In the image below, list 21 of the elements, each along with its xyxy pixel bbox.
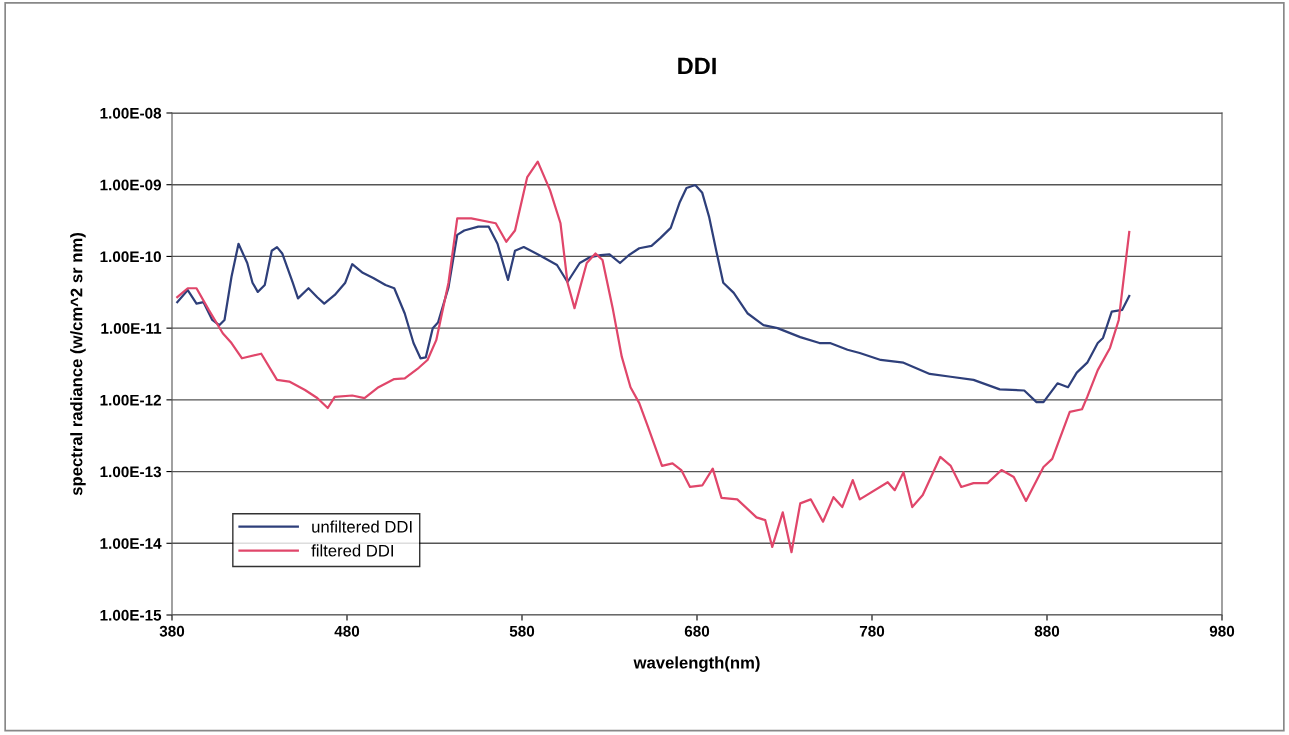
legend-label: unfiltered DDI bbox=[312, 520, 412, 533]
y-tick-label: 1.00E-09 bbox=[100, 179, 162, 191]
y-tick-label: 1.00E-12 bbox=[100, 394, 161, 406]
chart-title: DDI bbox=[678, 57, 716, 75]
y-tick-label: 1.00E-08 bbox=[100, 107, 162, 119]
x-tick-label: 380 bbox=[159, 625, 185, 637]
x-tick-label: 580 bbox=[509, 625, 535, 637]
x-tick-label: 980 bbox=[1209, 625, 1235, 637]
y-tick-label: 1.00E-10 bbox=[100, 251, 161, 263]
line-series bbox=[176, 183, 1131, 404]
x-tick-label: 880 bbox=[1034, 625, 1060, 637]
y-tick-label: 1.00E-15 bbox=[100, 609, 162, 621]
x-tick-label: 680 bbox=[684, 625, 710, 637]
y-tick-label: 1.00E-13 bbox=[100, 466, 162, 478]
x-axis-title: wavelength(nm) bbox=[633, 656, 760, 672]
y-tick-label: 1.00E-11 bbox=[101, 323, 162, 334]
legend-label: filtered DDI bbox=[311, 544, 393, 557]
y-tick-label: 1.00E-14 bbox=[100, 538, 162, 549]
x-tick-label: 480 bbox=[334, 625, 360, 637]
y-axis-title: spectral radiance (w/cm^2 sr nm) bbox=[70, 233, 86, 496]
x-tick-label: 780 bbox=[859, 625, 885, 637]
